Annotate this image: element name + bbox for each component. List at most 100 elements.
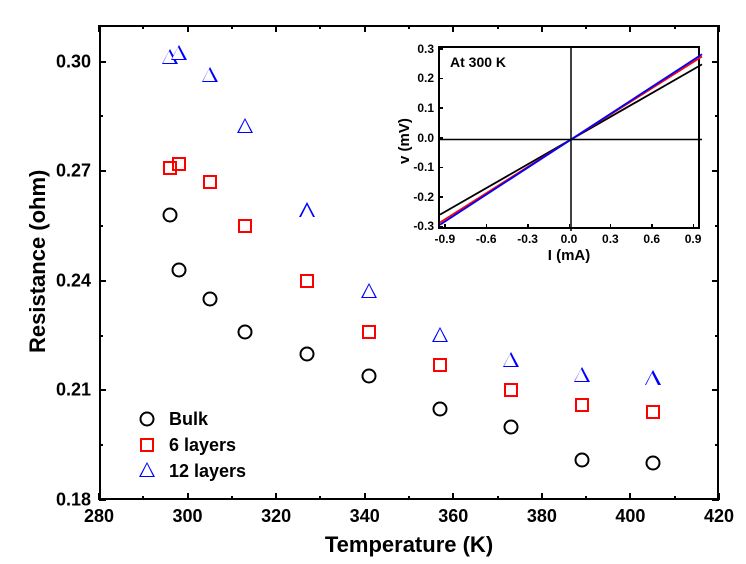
- inset-y-tick-label: -0.1: [413, 160, 434, 174]
- inset-x-tick-label: -0.9: [435, 232, 456, 246]
- marker-6-layers: [433, 358, 447, 372]
- marker-6-layers: [362, 325, 376, 339]
- x-tick-minor-top: [142, 25, 144, 29]
- x-tick-minor-top: [319, 25, 321, 29]
- x-tick: [629, 493, 631, 500]
- y-axis-label: Resistance (ohm): [25, 169, 51, 352]
- x-tick-label: 340: [350, 506, 380, 527]
- x-axis-label: Temperature (K): [325, 532, 493, 558]
- inset-y-tick-label: 0.1: [417, 101, 434, 115]
- marker-bulk: [433, 401, 448, 416]
- y-tick-minor: [99, 444, 103, 446]
- legend-label: 12 layers: [169, 461, 246, 482]
- y-tick: [99, 61, 106, 63]
- inset-x-tick-label: 0.6: [643, 232, 660, 246]
- inset-plot: At 300 K: [438, 46, 700, 229]
- x-tick-top: [718, 25, 720, 32]
- y-tick: [99, 280, 106, 282]
- marker-12-layers: [645, 370, 661, 385]
- marker-6-layers: [140, 438, 154, 452]
- x-tick: [452, 493, 454, 500]
- marker-bulk: [238, 324, 253, 339]
- legend-label: Bulk: [169, 409, 208, 430]
- inset-x-tick-label: 0.0: [561, 232, 578, 246]
- marker-bulk: [300, 346, 315, 361]
- inset-x-tick: [527, 224, 529, 229]
- y-tick-label: 0.30: [56, 51, 91, 72]
- inset-x-tick-label: 0.9: [685, 232, 702, 246]
- marker-bulk: [362, 368, 377, 383]
- legend-item: 6 layers: [135, 432, 246, 458]
- marker-6-layers: [238, 219, 252, 233]
- y-tick: [99, 389, 106, 391]
- marker-6-layers: [203, 175, 217, 189]
- inset-x-tick-label: -0.6: [476, 232, 497, 246]
- x-tick-minor: [142, 496, 144, 500]
- figure-root: Temperature (K) Resistance (ohm) Bulk6 l…: [0, 0, 746, 564]
- marker-12-layers: [574, 367, 590, 382]
- marker-12-layers: [237, 118, 253, 133]
- y-tick-label: 0.18: [56, 490, 91, 511]
- x-tick-minor-top: [408, 25, 410, 29]
- inset-x-tick: [444, 224, 446, 229]
- marker-12-layers: [171, 45, 187, 60]
- inset-x-tick: [651, 224, 653, 229]
- legend-swatch: [135, 434, 163, 456]
- inset-x-tick: [486, 224, 488, 229]
- x-tick-minor: [408, 496, 410, 500]
- x-tick: [541, 493, 543, 500]
- x-tick-minor-top: [585, 25, 587, 29]
- x-tick-label: 300: [173, 506, 203, 527]
- x-tick-label: 360: [438, 506, 468, 527]
- x-tick-label: 420: [704, 506, 734, 527]
- y-tick-minor-right: [715, 335, 719, 337]
- x-tick-minor-top: [674, 25, 676, 29]
- y-tick-right: [712, 170, 719, 172]
- y-tick-minor-right: [715, 444, 719, 446]
- legend-item: 12 layers: [135, 458, 246, 484]
- x-tick-minor: [319, 496, 321, 500]
- inset-y-axis-label: v (mV): [396, 118, 413, 164]
- marker-12-layers: [361, 283, 377, 298]
- marker-12-layers: [202, 67, 218, 82]
- marker-6-layers: [646, 405, 660, 419]
- x-tick-minor: [674, 496, 676, 500]
- marker-12-layers: [139, 462, 155, 477]
- legend-swatch: [135, 460, 163, 482]
- y-tick-minor: [99, 225, 103, 227]
- inset-y-tick-label: 0.2: [417, 71, 434, 85]
- x-tick-top: [275, 25, 277, 32]
- inset-y-tick: [438, 137, 443, 139]
- inset-y-tick-label: -0.2: [413, 190, 434, 204]
- y-tick-label: 0.24: [56, 270, 91, 291]
- y-tick-right: [712, 61, 719, 63]
- marker-bulk: [645, 456, 660, 471]
- x-tick-top: [364, 25, 366, 32]
- y-tick-minor-right: [715, 225, 719, 227]
- marker-6-layers: [172, 157, 186, 171]
- marker-6-layers: [504, 383, 518, 397]
- inset-x-tick-label: -0.3: [517, 232, 538, 246]
- inset-y-tick-label: 0.0: [417, 131, 434, 145]
- x-tick-top: [541, 25, 543, 32]
- marker-bulk: [202, 292, 217, 307]
- y-tick-minor: [99, 115, 103, 117]
- y-tick-label: 0.21: [56, 380, 91, 401]
- x-tick-top: [452, 25, 454, 32]
- marker-bulk: [162, 208, 177, 223]
- inset-y-tick: [438, 167, 443, 169]
- x-tick-label: 400: [615, 506, 645, 527]
- x-tick: [187, 493, 189, 500]
- marker-12-layers: [503, 352, 519, 367]
- marker-bulk: [574, 452, 589, 467]
- inset-x-tick-label: 0.3: [602, 232, 619, 246]
- x-tick: [275, 493, 277, 500]
- x-tick-minor-top: [497, 25, 499, 29]
- marker-6-layers: [575, 398, 589, 412]
- inset-y-tick-label: -0.3: [413, 219, 434, 233]
- inset-x-tick: [693, 224, 695, 229]
- inset-y-tick: [438, 107, 443, 109]
- inset-lines: [440, 48, 698, 227]
- inset-x-tick: [569, 224, 571, 229]
- y-tick-label: 0.27: [56, 161, 91, 182]
